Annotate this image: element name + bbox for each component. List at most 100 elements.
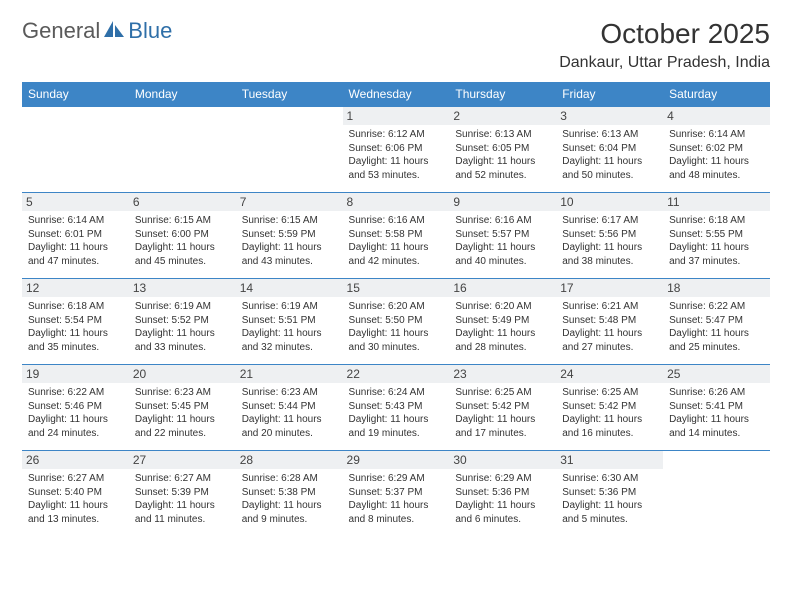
day-info: Sunrise: 6:18 AMSunset: 5:55 PMDaylight:… — [669, 214, 764, 268]
weekday-header: Wednesday — [343, 82, 450, 107]
day-info: Sunrise: 6:14 AMSunset: 6:02 PMDaylight:… — [669, 128, 764, 182]
weekday-header: Friday — [556, 82, 663, 107]
day-number: 9 — [449, 193, 556, 211]
weekday-header: Sunday — [22, 82, 129, 107]
calendar-table: SundayMondayTuesdayWednesdayThursdayFrid… — [22, 82, 770, 537]
logo-text-general: General — [22, 18, 100, 44]
day-cell: 10Sunrise: 6:17 AMSunset: 5:56 PMDayligh… — [556, 193, 663, 279]
day-info: Sunrise: 6:13 AMSunset: 6:05 PMDaylight:… — [455, 128, 550, 182]
day-info: Sunrise: 6:29 AMSunset: 5:36 PMDaylight:… — [455, 472, 550, 526]
day-cell: 3 Sunrise: 6:13 AMSunset: 6:04 PMDaylight… — [556, 107, 663, 193]
day-cell — [22, 107, 129, 193]
day-info: Sunrise: 6:24 AMSunset: 5:43 PMDaylight:… — [349, 386, 444, 440]
day-cell: 23Sunrise: 6:25 AMSunset: 5:42 PMDayligh… — [449, 365, 556, 451]
day-info: Sunrise: 6:22 AMSunset: 5:47 PMDaylight:… — [669, 300, 764, 354]
day-number: 24 — [556, 365, 663, 383]
day-info: Sunrise: 6:30 AMSunset: 5:36 PMDaylight:… — [562, 472, 657, 526]
day-number: 2 — [449, 107, 556, 125]
day-number: 15 — [343, 279, 450, 297]
day-number: 31 — [556, 451, 663, 469]
day-info: Sunrise: 6:13 AMSunset: 6:04 PMDaylight:… — [562, 128, 657, 182]
day-number: 18 — [663, 279, 770, 297]
day-info: Sunrise: 6:20 AMSunset: 5:49 PMDaylight:… — [455, 300, 550, 354]
day-cell: 18 Sunrise: 6:22 AMSunset: 5:47 PMDayligh… — [663, 279, 770, 365]
day-info: Sunrise: 6:25 AMSunset: 5:42 PMDaylight:… — [562, 386, 657, 440]
day-info: Sunrise: 6:27 AMSunset: 5:40 PMDaylight:… — [28, 472, 123, 526]
day-cell: 15 Sunrise: 6:20 AMSunset: 5:50 PMDayligh… — [343, 279, 450, 365]
logo-text-blue: Blue — [128, 18, 172, 44]
week-row: 5 Sunrise: 6:14 AMSunset: 6:01 PMDaylight… — [22, 193, 770, 279]
weekday-header: Thursday — [449, 82, 556, 107]
week-row: 26Sunrise: 6:27 AMSunset: 5:40 PMDayligh… — [22, 451, 770, 537]
day-number: 6 — [129, 193, 236, 211]
day-info: Sunrise: 6:16 AMSunset: 5:57 PMDaylight:… — [455, 214, 550, 268]
day-number: 1 — [343, 107, 450, 125]
day-number: 30 — [449, 451, 556, 469]
day-info: Sunrise: 6:26 AMSunset: 5:41 PMDaylight:… — [669, 386, 764, 440]
day-info: Sunrise: 6:16 AMSunset: 5:58 PMDaylight:… — [349, 214, 444, 268]
day-cell: 17 Sunrise: 6:21 AMSunset: 5:48 PMDayligh… — [556, 279, 663, 365]
day-info: Sunrise: 6:20 AMSunset: 5:50 PMDaylight:… — [349, 300, 444, 354]
day-cell: 29Sunrise: 6:29 AMSunset: 5:37 PMDayligh… — [343, 451, 450, 537]
day-cell: 11 Sunrise: 6:18 AMSunset: 5:55 PMDayligh… — [663, 193, 770, 279]
day-number: 3 — [556, 107, 663, 125]
day-cell: 12 Sunrise: 6:18 AMSunset: 5:54 PMDayligh… — [22, 279, 129, 365]
day-cell: 2 Sunrise: 6:13 AMSunset: 6:05 PMDaylight… — [449, 107, 556, 193]
day-cell: 13Sunrise: 6:19 AMSunset: 5:52 PMDayligh… — [129, 279, 236, 365]
day-number: 27 — [129, 451, 236, 469]
day-info: Sunrise: 6:22 AMSunset: 5:46 PMDaylight:… — [28, 386, 123, 440]
calendar-body: 1 Sunrise: 6:12 AMSunset: 6:06 PMDaylight… — [22, 107, 770, 537]
day-number: 22 — [343, 365, 450, 383]
day-number: 16 — [449, 279, 556, 297]
day-cell — [129, 107, 236, 193]
day-number: 14 — [236, 279, 343, 297]
day-number: 28 — [236, 451, 343, 469]
weekday-header: Monday — [129, 82, 236, 107]
day-info: Sunrise: 6:29 AMSunset: 5:37 PMDaylight:… — [349, 472, 444, 526]
day-number: 17 — [556, 279, 663, 297]
day-number: 5 — [22, 193, 129, 211]
day-cell: 22 Sunrise: 6:24 AMSunset: 5:43 PMDayligh… — [343, 365, 450, 451]
day-number: 21 — [236, 365, 343, 383]
week-row: 1 Sunrise: 6:12 AMSunset: 6:06 PMDaylight… — [22, 107, 770, 193]
day-number: 8 — [343, 193, 450, 211]
day-info: Sunrise: 6:23 AMSunset: 5:45 PMDaylight:… — [135, 386, 230, 440]
day-info: Sunrise: 6:17 AMSunset: 5:56 PMDaylight:… — [562, 214, 657, 268]
day-cell: 26Sunrise: 6:27 AMSunset: 5:40 PMDayligh… — [22, 451, 129, 537]
day-number: 12 — [22, 279, 129, 297]
day-info: Sunrise: 6:18 AMSunset: 5:54 PMDaylight:… — [28, 300, 123, 354]
day-cell: 21 Sunrise: 6:23 AMSunset: 5:44 PMDayligh… — [236, 365, 343, 451]
week-row: 12 Sunrise: 6:18 AMSunset: 5:54 PMDayligh… — [22, 279, 770, 365]
day-number: 19 — [22, 365, 129, 383]
day-number: 7 — [236, 193, 343, 211]
day-info: Sunrise: 6:15 AMSunset: 6:00 PMDaylight:… — [135, 214, 230, 268]
day-cell: 28 Sunrise: 6:28 AMSunset: 5:38 PMDayligh… — [236, 451, 343, 537]
month-title: October 2025 — [559, 18, 770, 50]
day-number: 11 — [663, 193, 770, 211]
day-cell — [663, 451, 770, 537]
day-cell: 27 Sunrise: 6:27 AMSunset: 5:39 PMDayligh… — [129, 451, 236, 537]
day-number: 13 — [129, 279, 236, 297]
day-info: Sunrise: 6:19 AMSunset: 5:51 PMDaylight:… — [242, 300, 337, 354]
day-info: Sunrise: 6:21 AMSunset: 5:48 PMDaylight:… — [562, 300, 657, 354]
day-cell: 9 Sunrise: 6:16 AMSunset: 5:57 PMDaylight… — [449, 193, 556, 279]
weekday-header: Saturday — [663, 82, 770, 107]
location: Dankaur, Uttar Pradesh, India — [559, 54, 770, 72]
day-cell: 19 Sunrise: 6:22 AMSunset: 5:46 PMDayligh… — [22, 365, 129, 451]
day-cell: 8 Sunrise: 6:16 AMSunset: 5:58 PMDaylight… — [343, 193, 450, 279]
day-cell: 4Sunrise: 6:14 AMSunset: 6:02 PMDaylight… — [663, 107, 770, 193]
day-info: Sunrise: 6:14 AMSunset: 6:01 PMDaylight:… — [28, 214, 123, 268]
day-info: Sunrise: 6:15 AMSunset: 5:59 PMDaylight:… — [242, 214, 337, 268]
day-info: Sunrise: 6:27 AMSunset: 5:39 PMDaylight:… — [135, 472, 230, 526]
day-cell: 25Sunrise: 6:26 AMSunset: 5:41 PMDayligh… — [663, 365, 770, 451]
day-cell: 30 Sunrise: 6:29 AMSunset: 5:36 PMDayligh… — [449, 451, 556, 537]
day-number: 23 — [449, 365, 556, 383]
day-number: 20 — [129, 365, 236, 383]
header: General Blue October 2025 Dankaur, Uttar… — [22, 18, 770, 72]
day-info: Sunrise: 6:12 AMSunset: 6:06 PMDaylight:… — [349, 128, 444, 182]
day-info: Sunrise: 6:28 AMSunset: 5:38 PMDaylight:… — [242, 472, 337, 526]
weekday-header: Tuesday — [236, 82, 343, 107]
day-info: Sunrise: 6:23 AMSunset: 5:44 PMDaylight:… — [242, 386, 337, 440]
title-block: October 2025 Dankaur, Uttar Pradesh, Ind… — [559, 18, 770, 72]
day-cell: 24 Sunrise: 6:25 AMSunset: 5:42 PMDayligh… — [556, 365, 663, 451]
